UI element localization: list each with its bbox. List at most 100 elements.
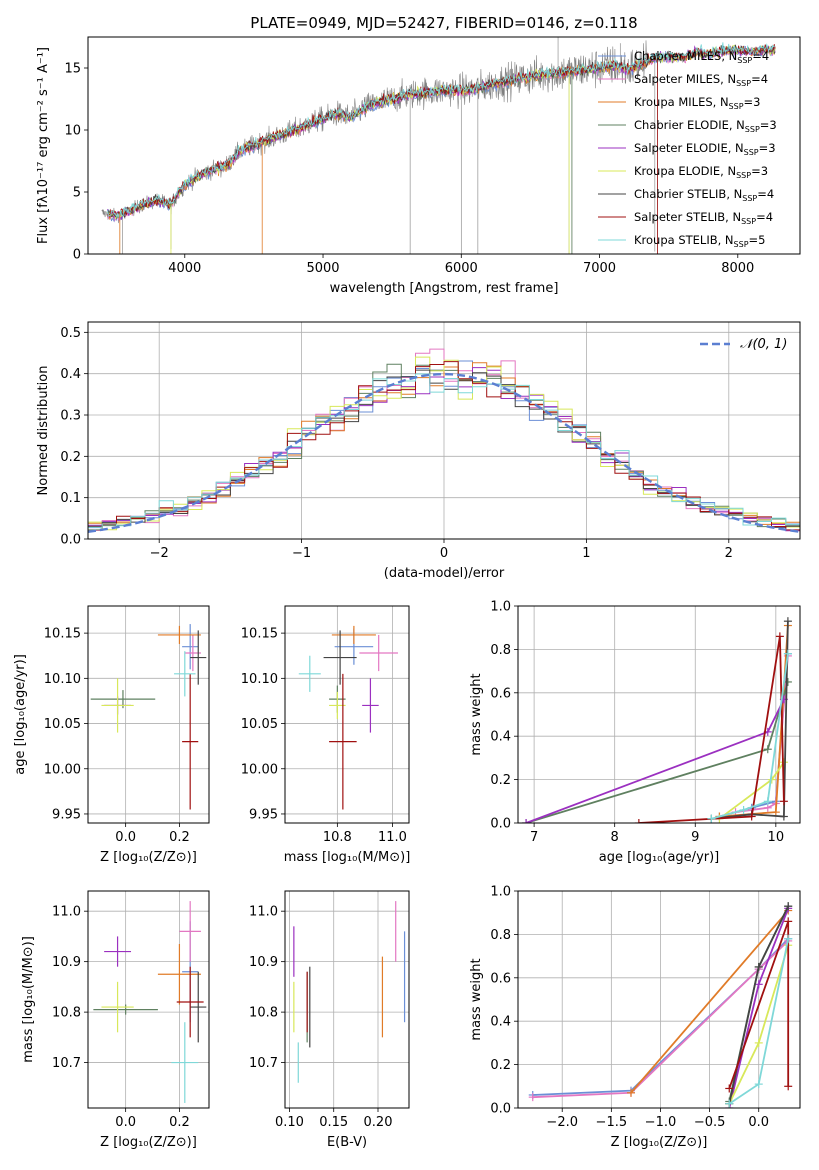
- plus-marker: [784, 934, 793, 943]
- y-tick-label: 0.8: [490, 643, 511, 658]
- x-tick-label: 8: [611, 830, 619, 845]
- weight-line-salpeter-miles: [532, 940, 789, 1099]
- x-tick-label: −2.0: [546, 1115, 578, 1130]
- model-line-kroupa-stelib: [107, 42, 776, 219]
- plus-marker: [754, 980, 763, 989]
- plus-marker: [725, 1099, 734, 1108]
- plus-marker: [783, 649, 792, 658]
- plus-marker: [626, 1088, 635, 1097]
- axes-frame: [87, 321, 801, 540]
- x-axis-label: Z [log₁₀(Z/Z⊙)]: [611, 1135, 708, 1150]
- y-axis-label: mass weight: [469, 958, 484, 1040]
- x-axis-label: E(B-V): [327, 1135, 367, 1150]
- y-tick-label: 10.15: [44, 627, 81, 642]
- axes-frame: [87, 605, 210, 824]
- x-tick-label: 0.2: [169, 830, 190, 845]
- y-tick-label: 1.0: [490, 885, 511, 900]
- x-tick-label: −2: [150, 546, 169, 561]
- residuals-panel: −2 −1 0 1 2 0.0 0.1 0.2 0.3 0.4 0.5 (data-model)/er…: [36, 321, 801, 581]
- plus-marker: [783, 677, 792, 686]
- legend-entry: Chabrier STELIB, NSSP=4: [634, 187, 774, 203]
- weight-line-salpeter-elodie: [525, 698, 785, 823]
- age_vs_Z-panel: 0.0 0.2 9.95 10.00 10.05 10.10 10.15 Z [log₁₀(Z…: [13, 605, 210, 865]
- errorbar-point: [157, 625, 201, 644]
- x-tick-label: −0.5: [694, 1115, 726, 1130]
- mass_vs_ebv-panel: 0.10 0.15 0.20 10.7 10.8 10.9 11.0 E(B-V): [249, 890, 410, 1150]
- plus-marker: [754, 1038, 763, 1047]
- errorbar-point: [190, 630, 207, 685]
- y-tick-label: 0.6: [490, 971, 511, 986]
- histogram-kroupa-stelib: [88, 373, 800, 528]
- mass_vs_ebv-plot-area: [293, 901, 406, 1083]
- errorbar-point: [176, 966, 204, 1038]
- plus-marker: [763, 745, 772, 754]
- grid: [285, 891, 409, 1108]
- grid: [88, 891, 209, 1108]
- y-tick-label: 10.05: [241, 717, 278, 732]
- x-tick-label: 0.15: [319, 1115, 348, 1130]
- axes-frame: [517, 605, 801, 824]
- y-tick-label: 0.3: [60, 409, 81, 424]
- y-tick-label: 15: [64, 62, 81, 77]
- x-axis-label: wavelength [Angstrom, rest frame]: [330, 281, 559, 296]
- y-tick-label: 10.10: [44, 672, 81, 687]
- y-tick-label: 0: [73, 248, 81, 263]
- x-tick-label: 0.10: [275, 1115, 304, 1130]
- y-tick-label: 0.1: [60, 491, 81, 506]
- plus-marker: [775, 632, 784, 641]
- x-tick-label: −1.0: [645, 1115, 677, 1130]
- legend-entry: Salpeter STELIB, NSSP=4: [634, 210, 773, 226]
- errorbar-point: [298, 655, 321, 692]
- errorbar-point: [182, 673, 199, 810]
- plus-marker: [784, 917, 793, 926]
- plus-marker: [747, 812, 756, 821]
- y-tick-label: 9.95: [249, 807, 278, 822]
- y-tick-label: 0.4: [490, 1015, 511, 1030]
- y-axis-label: mass [log₁₀(M/M⊙)]: [21, 936, 36, 1063]
- x-tick-label: 2: [725, 546, 733, 561]
- x-tick-label: 0.0: [748, 1115, 769, 1130]
- x-tick-label: 0.0: [115, 1115, 136, 1130]
- axes-frame: [284, 605, 410, 824]
- x-tick-label: 10.8: [323, 830, 352, 845]
- x-axis-label: mass [log₁₀(M/M⊙)]: [284, 850, 411, 865]
- y-tick-label: 10.9: [249, 955, 278, 970]
- axes-frame: [284, 890, 410, 1109]
- weight-line-kroupa-stelib: [711, 653, 789, 820]
- x-tick-label: 0.20: [364, 1115, 393, 1130]
- histogram-salpeter-elodie: [88, 367, 800, 532]
- age_vs_Z-plot-area: [90, 624, 207, 810]
- errorbar-point: [359, 634, 398, 672]
- axes-frame: [87, 890, 210, 1109]
- y-axis-label: age [log₁₀(age/yr)]: [13, 654, 28, 775]
- x-tick-label: 9: [691, 830, 699, 845]
- y-tick-label: 0.8: [490, 928, 511, 943]
- spectrum-panel: 4000 5000 6000 7000 8000 0 5 10 15 wavelength [An…: [36, 36, 801, 296]
- weight_vs_age-panel: 7 8 9 10 0.0 0.2 0.4 0.6 0.8 1.0 age [log₁₀(age/yr…: [469, 600, 801, 865]
- spectrum-plot-area: [101, 37, 776, 254]
- y-tick-label: 0.4: [60, 367, 81, 382]
- errorbar-point: [190, 971, 207, 1043]
- y-tick-label: 10.10: [241, 672, 278, 687]
- errorbar-point: [182, 624, 199, 670]
- y-tick-label: 0.4: [490, 730, 511, 745]
- plus-marker: [784, 1082, 793, 1091]
- y-tick-label: 9.95: [52, 807, 81, 822]
- x-axis-label: age [log₁₀(age/yr)]: [599, 850, 720, 865]
- histogram-kroupa-elodie: [88, 356, 800, 531]
- errorbar-point: [104, 936, 132, 967]
- y-tick-label: 0.5: [60, 326, 81, 341]
- y-tick-label: 10.00: [241, 762, 278, 777]
- plus-marker: [522, 819, 531, 823]
- legend-entry: Salpeter MILES, NSSP=4: [634, 72, 768, 88]
- errorbar-point: [93, 1004, 158, 1015]
- x-axis-label: Z [log₁₀(Z/Z⊙)]: [100, 850, 197, 865]
- plus-marker: [763, 797, 772, 806]
- plus-marker: [771, 808, 780, 817]
- x-tick-label: 0: [440, 546, 448, 561]
- mass_vs_Z-panel: 0.0 0.2 10.7 10.8 10.9 11.0 Z [log₁₀(Z/Z⊙)] mas…: [21, 890, 210, 1150]
- y-tick-label: 10.05: [44, 717, 81, 732]
- plus-marker: [754, 962, 763, 971]
- y-tick-label: 0.0: [490, 817, 511, 832]
- age_vs_mass-plot-area: [298, 625, 398, 810]
